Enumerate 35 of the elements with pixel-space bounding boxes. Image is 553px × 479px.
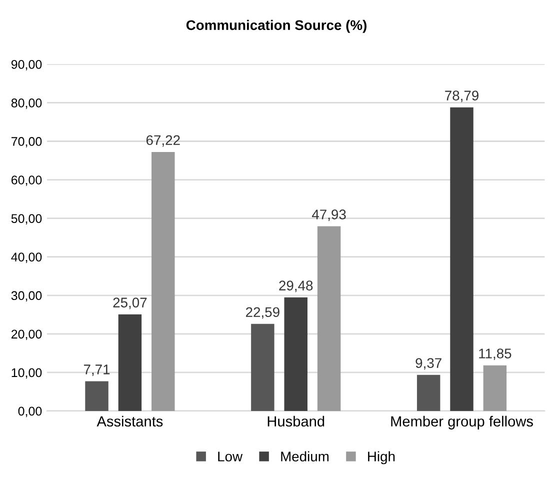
y-tick-label: 80,00 — [11, 98, 42, 109]
y-tick-label: 40,00 — [11, 252, 42, 263]
legend-label: High — [368, 451, 395, 464]
chart-title: Communication Source (%) — [186, 20, 366, 33]
y-tick-label: 30,00 — [11, 291, 42, 302]
x-tick-label: Member group fellows — [391, 416, 533, 430]
y-tick-label: 50,00 — [11, 214, 42, 224]
bar — [118, 314, 142, 411]
data-label: 22,59 — [246, 307, 280, 319]
legend-label: Low — [218, 452, 243, 462]
data-label: 9,37 — [416, 358, 442, 370]
x-tick-label: Husband — [268, 416, 324, 427]
bar — [450, 107, 474, 411]
y-tick-label: 0,00 — [18, 406, 42, 418]
bar — [251, 324, 274, 411]
bar — [152, 152, 175, 411]
data-label: 47,93 — [312, 210, 346, 222]
data-label: 67,22 — [146, 135, 180, 147]
data-label: 25,07 — [113, 298, 147, 310]
data-label: 78,79 — [445, 90, 478, 102]
x-tick-label: Assistants — [96, 416, 163, 427]
legend-label: Medium — [281, 451, 329, 462]
data-label: 7,71 — [84, 364, 110, 376]
bar — [483, 365, 507, 411]
y-tick-label: 20,00 — [11, 330, 42, 340]
bar — [317, 226, 341, 411]
y-tick-label: 10,00 — [12, 368, 42, 379]
y-tick-label: 90,00 — [11, 60, 42, 70]
data-label: 29,48 — [279, 280, 313, 292]
bar — [85, 381, 108, 411]
data-label: 11,85 — [479, 348, 512, 360]
bar — [416, 374, 440, 411]
y-tick-label: 60,00 — [12, 176, 42, 186]
bar — [284, 297, 308, 411]
y-tick-label: 70,00 — [12, 137, 42, 148]
